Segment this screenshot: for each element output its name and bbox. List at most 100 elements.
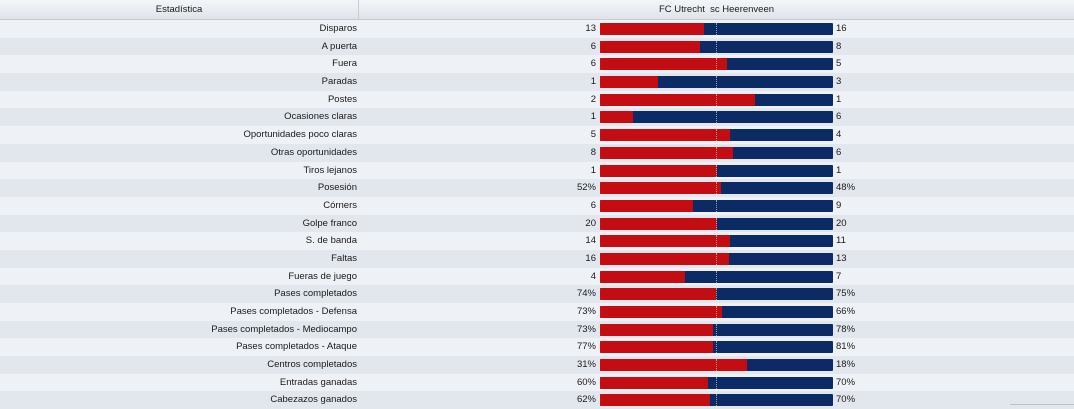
away-value: 81% [836,341,856,353]
stat-label: Pases completados - Defensa [230,306,357,317]
home-share-fill [600,376,708,389]
away-value: 66% [836,306,856,317]
comparison-bar [600,111,833,124]
stat-row: Oportunidades poco claras 5 4 [0,126,1074,144]
stat-row: Ocasiones claras 1 6 [0,108,1074,127]
home-share-fill [600,146,734,159]
home-share-fill [600,217,717,230]
home-share-fill [600,323,713,336]
home-value: 74% [576,288,596,300]
bar-midline [716,376,717,389]
comparison-bar [600,306,833,318]
stat-label: Pases completados [274,288,357,300]
home-value: 6 [590,58,596,70]
home-share-fill [600,306,723,318]
stat-label: Fueras de juego [288,270,357,282]
home-share-fill [600,341,714,354]
home-value: 73% [576,323,596,335]
stat-row: Disparos 13 16 [0,20,1074,38]
home-value: 73% [576,306,596,317]
stat-label: S. de banda [305,235,357,247]
comparison-bar [600,323,833,336]
stat-row: Faltas 16 13 [0,249,1074,268]
home-share-fill [600,199,694,212]
stat-row: Golpe franco 20 20 [0,214,1074,233]
stat-label: Fuera [332,58,357,70]
stat-row: A puerta 6 8 [0,37,1074,56]
bar-midline [716,146,717,159]
bar-midline [716,76,717,89]
comparison-bar [600,129,833,142]
bar-midline [716,235,717,248]
stat-row: Centros completados 31% 18% [0,356,1074,374]
comparison-bar [600,93,833,106]
home-share-fill [600,23,705,35]
stat-row: Postes 2 1 [0,91,1074,109]
stat-label: A puerta [321,40,357,52]
bar-midline [716,306,717,318]
home-value: 1 [590,164,596,176]
home-value: 62% [576,394,596,406]
bar-midline [716,23,717,35]
comparison-bar [600,252,833,265]
comparison-bar [600,341,833,354]
bar-midline [716,58,717,71]
home-value: 8 [590,146,596,158]
bar-midline [716,164,717,177]
home-value: 1 [590,76,596,88]
home-value: 20 [585,217,596,229]
away-value: 1 [836,93,842,105]
comparison-bar [600,359,833,372]
bar-midline [716,341,717,354]
stat-column-header[interactable]: Estadística [0,0,359,19]
bar-midline [716,182,717,195]
home-value: 2 [590,93,596,105]
stat-row: S. de banda 14 11 [0,232,1074,250]
away-value: 9 [836,199,842,211]
comparison-bar [600,270,833,283]
stat-label: Posesión [317,182,357,194]
stat-row: Fueras de juego 4 7 [0,268,1074,286]
comparison-bar [600,164,833,177]
stat-label: Tiros lejanos [303,164,357,176]
away-value: 48% [836,182,856,194]
home-value: 60% [576,376,596,388]
bar-midline [716,288,717,301]
away-value: 13 [836,252,847,264]
home-value: 31% [576,359,596,371]
home-value: 52% [576,182,596,194]
home-value: 1 [590,111,596,123]
home-share-fill [600,270,685,283]
comparison-bar [600,146,833,159]
home-share-fill [600,58,727,71]
stat-row: Córners 6 9 [0,197,1074,215]
bar-midline [716,270,717,283]
comparison-bar [600,58,833,71]
home-share-fill [600,394,710,407]
bar-midline [716,323,717,336]
bar-midline [716,199,717,212]
stat-row: Otras oportunidades 8 6 [0,143,1074,162]
stat-label: Centros completados [267,359,357,371]
stat-row: Fuera 6 5 [0,55,1074,73]
home-share-fill [600,252,729,265]
away-value: 70% [836,376,856,388]
stat-label: Ocasiones claras [284,111,357,123]
stat-row: Cabezazos ganados 62% 70% [0,391,1074,409]
home-value: 5 [590,129,596,141]
home-value: 13 [585,23,596,34]
stat-label: Otras oportunidades [270,146,357,158]
stat-label: Pases completados - Mediocampo [211,323,357,335]
home-value: 4 [590,270,596,282]
stats-rows: Disparos 13 16 A puerta 6 8 Fuera 6 5 Paradas 1 3 Po… [0,20,1074,409]
comparison-bar [600,76,833,89]
home-share-fill [600,235,731,248]
comparison-bar [600,40,833,53]
home-value: 6 [590,40,596,52]
home-share-fill [600,359,748,372]
bar-midline [716,252,717,265]
away-value: 5 [836,58,842,70]
away-value: 1 [836,164,842,176]
stat-label: Córners [323,199,357,211]
stats-header: Estadística FC Utrecht sc Heerenveen [0,0,1074,20]
